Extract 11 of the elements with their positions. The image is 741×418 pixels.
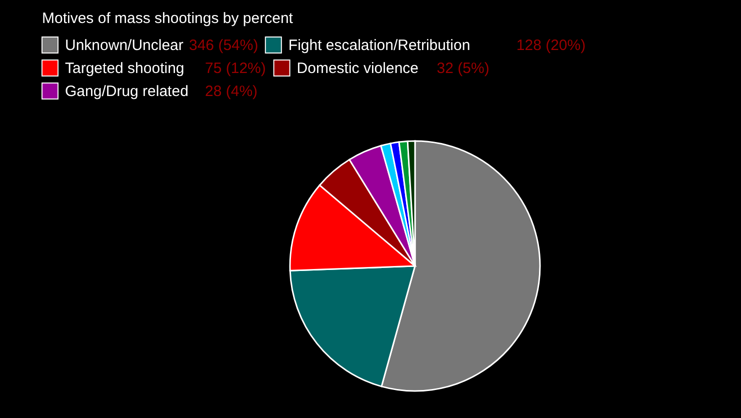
chart-title: Motives of mass shootings by percent <box>42 10 294 27</box>
data-label: 32 (5%) <box>436 60 490 77</box>
data-label: 75 (12%) <box>205 60 266 77</box>
data-label: 128 (20%) <box>516 37 586 54</box>
legend-label: Unknown/Unclear <box>65 37 184 54</box>
data-label: 346 (54%) <box>189 37 258 54</box>
data-label: 28 (4%) <box>205 83 258 100</box>
legend-label: Gang/Drug related <box>65 83 188 100</box>
legend-label: Fight escalation/Retribution <box>288 37 470 54</box>
legend-label: Targeted shooting <box>65 60 184 77</box>
legend-label: Domestic violence <box>296 60 419 77</box>
